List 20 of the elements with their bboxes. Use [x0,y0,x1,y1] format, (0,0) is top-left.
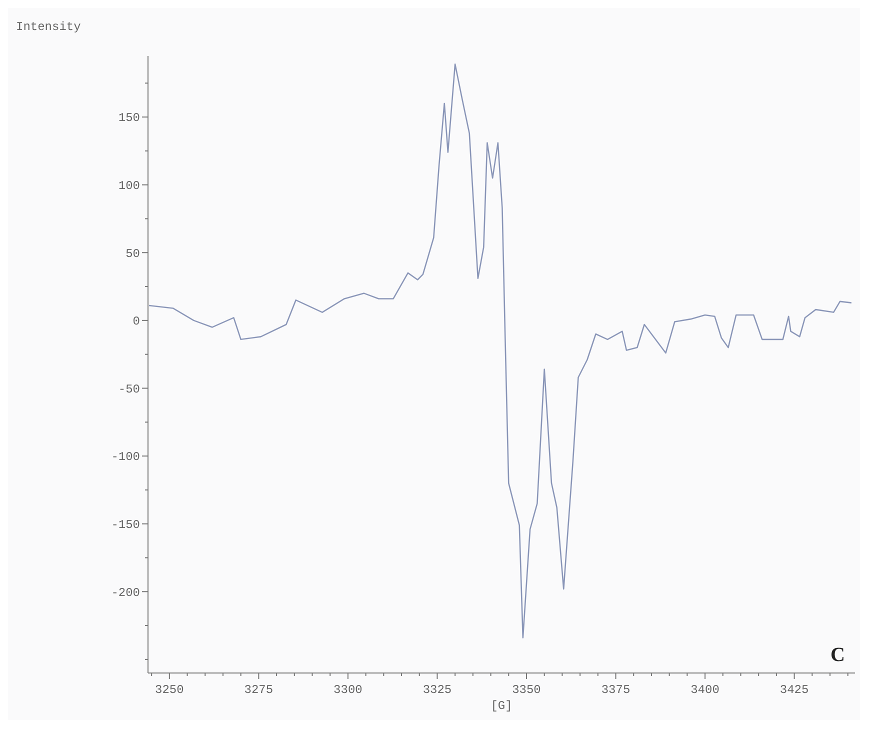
x-tick-label: 3400 [690,683,720,697]
y-tick-label: -50 [118,382,140,396]
line-series [148,63,852,638]
y-tick-label: 100 [118,179,140,194]
y-tick-label: 0 [132,314,140,329]
x-tick-label: 3425 [780,683,809,697]
y-tick-label: -100 [111,450,140,464]
x-axis-title: [G] [490,699,512,713]
x-tick-label: 3375 [601,683,630,697]
y-tick-label: -200 [111,586,140,600]
x-tick-label: 3250 [155,683,184,697]
annotation: C [830,644,845,666]
x-tick-label: 3325 [422,683,452,697]
y-axis-title: Intensity [16,20,81,34]
x-tick-label: 3350 [512,683,541,697]
y-tick-label: 150 [118,111,140,126]
y-tick-label: -150 [111,518,140,532]
x-tick-label: 3300 [334,683,362,697]
y-tick-label: 50 [126,246,140,261]
x-tick-label: 3275 [244,683,274,697]
